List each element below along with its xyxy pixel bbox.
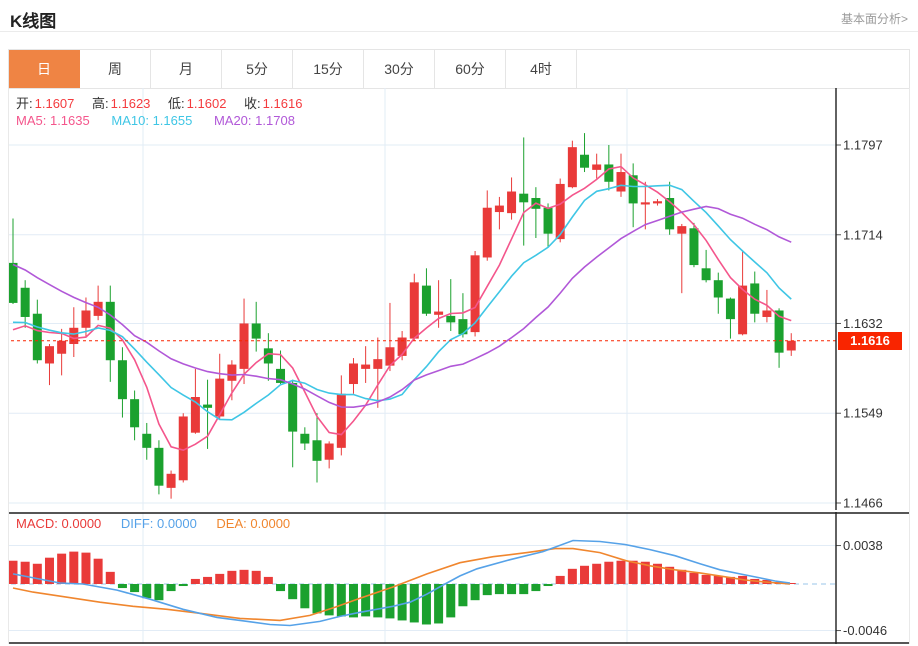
macd-panel: 0.0038 -0.0046	[8, 512, 910, 644]
ma10-readout: MA10: 1.1655	[111, 113, 193, 128]
current-price-badge: 1.1616	[838, 332, 902, 350]
svg-text:0.0038: 0.0038	[843, 538, 883, 553]
diff-value: DIFF: 0.0000	[120, 516, 197, 531]
svg-text:1.1797: 1.1797	[843, 138, 883, 153]
low-readout: 低: 1.1602	[168, 96, 227, 111]
tab-60min[interactable]: 60分	[435, 50, 506, 88]
open-readout: 开: 1.1607	[16, 96, 75, 111]
ma20-readout: MA20: 1.1708	[213, 113, 295, 128]
macd-value: MACD: 0.0000	[16, 516, 102, 531]
svg-text:1.1466: 1.1466	[843, 496, 883, 511]
candles-layer	[9, 133, 796, 499]
tab-5min[interactable]: 5分	[222, 50, 293, 88]
svg-text:1.1632: 1.1632	[843, 316, 883, 331]
tab-month[interactable]: 月	[151, 50, 222, 88]
ohlc-readout: 开: 1.1607 高: 1.1623 低: 1.1602 收: 1.1616	[16, 93, 316, 112]
svg-text:-0.0046: -0.0046	[843, 623, 887, 638]
macd-histogram	[9, 551, 796, 625]
tab-bar-filler	[577, 50, 909, 88]
main-chart-panel: 1.1797 1.1714 1.1632 1.1549 1.1466	[8, 88, 910, 512]
svg-text:1.1714: 1.1714	[843, 227, 883, 242]
interval-tab-bar: 日 周 月 5分 15分 30分 60分 4时	[8, 49, 910, 89]
dea-value: DEA: 0.0000	[216, 516, 291, 531]
tab-30min[interactable]: 30分	[364, 50, 435, 88]
fundamental-analysis-link[interactable]: 基本面分析>	[840, 12, 908, 26]
ma10-line	[12, 184, 792, 421]
ma-readout: MA5: 1.1635 MA10: 1.1655 MA20: 1.1708	[16, 113, 313, 128]
high-readout: 高: 1.1623	[92, 96, 151, 111]
candlestick-chart[interactable]: 1.1797 1.1714 1.1632 1.1549 1.1466	[9, 88, 909, 510]
ma5-readout: MA5: 1.1635	[16, 113, 90, 128]
tab-4hour[interactable]: 4时	[506, 50, 577, 88]
ma20-line	[12, 205, 792, 409]
tab-15min[interactable]: 15分	[293, 50, 364, 88]
tab-day[interactable]: 日	[9, 50, 80, 88]
title-bar: K线图 基本面分析>	[0, 0, 918, 32]
macd-chart[interactable]: 0.0038 -0.0046	[9, 512, 909, 644]
svg-text:1.1549: 1.1549	[843, 406, 883, 421]
tab-week[interactable]: 周	[80, 50, 151, 88]
dea-line	[12, 547, 791, 622]
close-readout: 收: 1.1616	[244, 96, 303, 111]
diff-line	[12, 539, 791, 627]
macd-readout: MACD: 0.0000 DIFF: 0.0000 DEA: 0.0000	[16, 516, 306, 531]
ma5-line	[12, 165, 792, 452]
page-title: K线图	[10, 12, 57, 31]
